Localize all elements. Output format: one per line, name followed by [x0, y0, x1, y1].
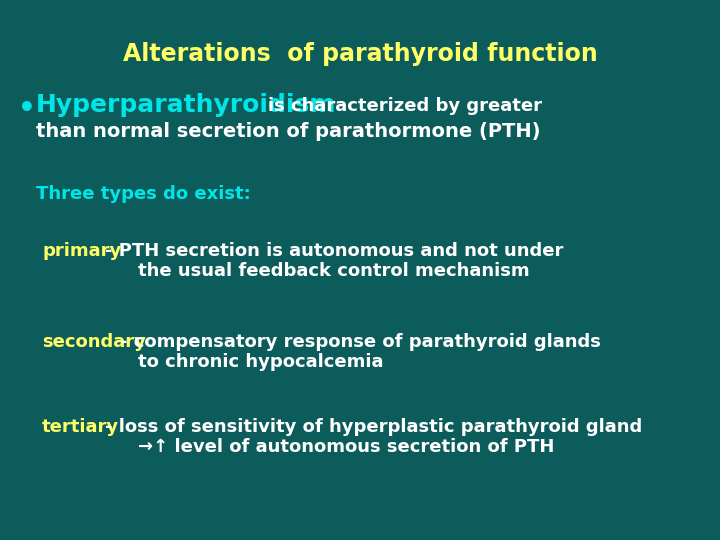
Text: is characterized by greater: is characterized by greater [268, 97, 542, 115]
Text: →↑ level of autonomous secretion of PTH: →↑ level of autonomous secretion of PTH [138, 438, 554, 456]
Text: •: • [18, 95, 36, 123]
Text: than normal secretion of parathormone (PTH): than normal secretion of parathormone (P… [36, 122, 541, 141]
Text: Alterations  of parathyroid function: Alterations of parathyroid function [122, 42, 598, 66]
Text: Three types do exist:: Three types do exist: [36, 185, 251, 203]
Text: the usual feedback control mechanism: the usual feedback control mechanism [138, 262, 530, 280]
Text: primary: primary [42, 242, 121, 260]
Text: - loss of sensitivity of hyperplastic parathyroid gland: - loss of sensitivity of hyperplastic pa… [105, 418, 642, 436]
Text: tertiary: tertiary [42, 418, 119, 436]
Text: secondary: secondary [42, 333, 146, 351]
Text: - PTH secretion is autonomous and not under: - PTH secretion is autonomous and not un… [105, 242, 563, 260]
Text: - compensatory response of parathyroid glands: - compensatory response of parathyroid g… [120, 333, 601, 351]
Text: to chronic hypocalcemia: to chronic hypocalcemia [138, 353, 384, 371]
Text: Hyperparathyroidism: Hyperparathyroidism [36, 93, 336, 117]
